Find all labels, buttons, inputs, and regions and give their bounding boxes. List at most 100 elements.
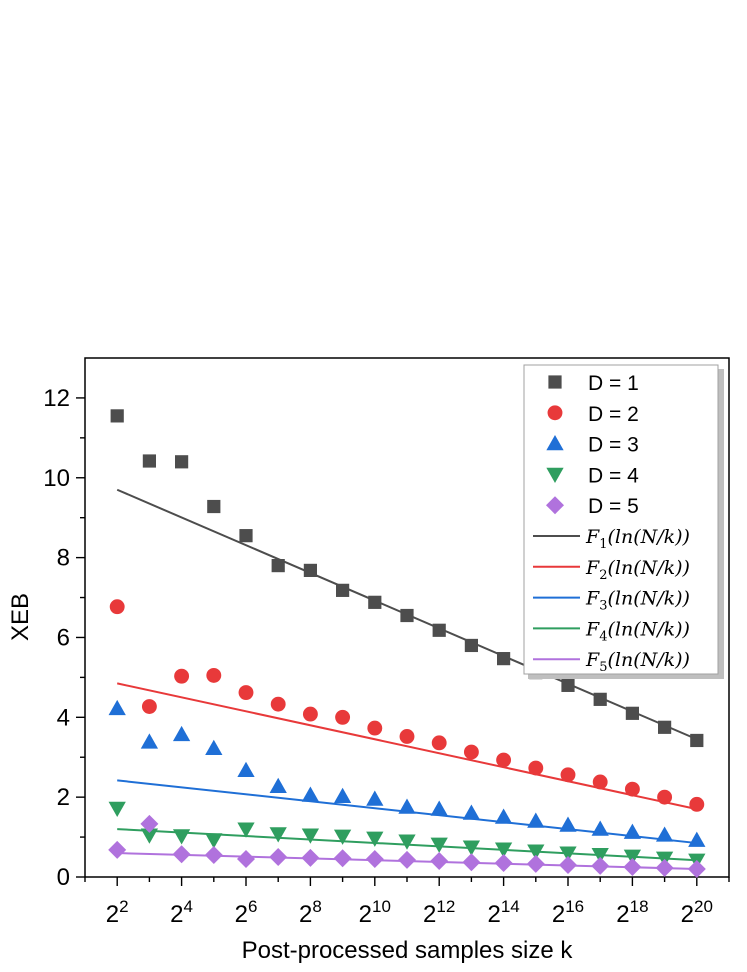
data-point-series-4 bbox=[333, 829, 352, 845]
x-tick-label: 218 bbox=[616, 897, 648, 928]
legend-fit-label-2: F2(ln(N/k)) bbox=[585, 557, 690, 583]
data-point-series-3 bbox=[494, 808, 513, 824]
data-point-series-1 bbox=[561, 678, 575, 692]
data-markers bbox=[108, 409, 706, 879]
data-point-series-3 bbox=[559, 816, 577, 832]
y-tick-label: 4 bbox=[57, 704, 70, 731]
data-point-series-2 bbox=[109, 599, 125, 615]
data-point-series-3 bbox=[269, 777, 287, 793]
y-axis-label: XEB bbox=[7, 593, 34, 641]
data-point-series-3 bbox=[140, 733, 159, 749]
legend-label-4: D = 4 bbox=[588, 464, 639, 487]
data-point-series-4 bbox=[623, 849, 642, 865]
data-point-series-2 bbox=[592, 774, 608, 790]
data-point-series-4 bbox=[172, 829, 191, 845]
data-point-series-4 bbox=[140, 828, 159, 844]
data-point-series-2 bbox=[399, 729, 415, 744]
data-point-series-3 bbox=[623, 823, 642, 839]
legend-marker-1 bbox=[548, 375, 562, 389]
x-tick-label: 24 bbox=[170, 897, 193, 928]
data-point-series-5 bbox=[591, 856, 610, 875]
data-point-series-1 bbox=[432, 623, 446, 637]
data-point-series-1 bbox=[110, 409, 124, 423]
data-point-series-2 bbox=[206, 667, 222, 683]
legend-marker-2 bbox=[547, 405, 563, 421]
legend-marker-5 bbox=[546, 496, 564, 515]
data-point-series-3 bbox=[527, 812, 545, 828]
data-point-series-3 bbox=[688, 831, 706, 847]
data-point-series-5 bbox=[237, 850, 255, 869]
data-point-series-2 bbox=[302, 706, 318, 722]
data-point-series-1 bbox=[368, 595, 382, 609]
data-point-series-3 bbox=[301, 786, 320, 802]
legend-label-5: D = 5 bbox=[588, 495, 639, 518]
data-point-series-2 bbox=[560, 767, 576, 783]
data-point-series-3 bbox=[366, 790, 384, 806]
data-point-series-3 bbox=[108, 699, 126, 716]
data-point-series-5 bbox=[687, 860, 706, 879]
legend-fit-label-1: F1(ln(N/k)) bbox=[585, 526, 690, 552]
data-point-series-4 bbox=[301, 828, 320, 844]
legend: D = 1 D = 2 D = 3 D = 4 D = 5 F1(ln(N/k)) F2(l… bbox=[523, 364, 724, 679]
data-point-series-1 bbox=[464, 638, 478, 653]
y-tick-label: 12 bbox=[43, 385, 70, 412]
data-point-series-1 bbox=[207, 499, 221, 514]
data-point-series-1 bbox=[497, 652, 511, 666]
x-axis-label: Post-processed samples size k bbox=[242, 937, 574, 964]
data-point-series-2 bbox=[431, 735, 447, 751]
x-tick-label: 210 bbox=[359, 897, 391, 928]
data-point-series-2 bbox=[367, 720, 383, 736]
legend-marker-3 bbox=[546, 434, 564, 451]
data-point-series-5 bbox=[398, 850, 416, 869]
data-point-series-1 bbox=[690, 733, 704, 748]
data-point-series-5 bbox=[623, 858, 642, 877]
legend-fit-label-5: F5(ln(N/k)) bbox=[585, 649, 690, 675]
data-point-series-2 bbox=[270, 696, 286, 712]
data-point-series-3 bbox=[462, 804, 481, 820]
data-point-series-1 bbox=[336, 583, 350, 597]
data-point-series-4 bbox=[237, 822, 255, 838]
data-point-series-5 bbox=[526, 854, 545, 873]
data-point-series-3 bbox=[237, 761, 255, 778]
data-point-series-2 bbox=[141, 699, 157, 714]
data-point-series-2 bbox=[174, 668, 190, 684]
data-point-series-5 bbox=[494, 854, 513, 873]
y-tick-label: 0 bbox=[57, 864, 70, 891]
legend-fit-label-4: F4(ln(N/k)) bbox=[585, 618, 690, 644]
data-point-series-5 bbox=[172, 845, 191, 864]
data-point-series-1 bbox=[593, 692, 607, 706]
data-point-series-4 bbox=[430, 837, 448, 853]
x-tick-label: 28 bbox=[299, 897, 322, 928]
data-point-series-4 bbox=[205, 833, 223, 849]
x-tick-label: 220 bbox=[681, 897, 713, 928]
data-point-series-4 bbox=[559, 846, 577, 862]
data-point-series-5 bbox=[462, 853, 481, 872]
data-point-series-1 bbox=[239, 529, 253, 543]
y-tick-label: 10 bbox=[43, 465, 70, 492]
data-point-series-3 bbox=[172, 725, 191, 742]
data-point-series-5 bbox=[301, 848, 320, 867]
data-point-series-1 bbox=[271, 559, 285, 573]
data-point-series-5 bbox=[204, 846, 223, 865]
data-point-series-2 bbox=[463, 744, 479, 760]
data-point-series-1 bbox=[658, 720, 672, 734]
data-point-series-2 bbox=[335, 709, 351, 725]
data-point-series-4 bbox=[366, 831, 384, 847]
data-point-series-3 bbox=[655, 826, 674, 842]
x-tick-label: 214 bbox=[487, 897, 519, 928]
data-point-series-5 bbox=[365, 850, 384, 869]
data-point-series-3 bbox=[430, 800, 448, 816]
x-tick-label: 216 bbox=[552, 897, 584, 928]
y-tick-label: 6 bbox=[57, 624, 70, 651]
data-point-series-3 bbox=[333, 787, 352, 803]
data-point-series-1 bbox=[142, 454, 156, 468]
data-point-series-2 bbox=[238, 685, 254, 700]
data-point-series-1 bbox=[625, 706, 639, 720]
data-point-series-4 bbox=[462, 840, 481, 856]
data-point-series-3 bbox=[205, 739, 223, 756]
data-point-series-4 bbox=[108, 801, 126, 817]
legend-fit-label-3: F3(ln(N/k)) bbox=[585, 588, 690, 614]
data-point-series-4 bbox=[269, 827, 287, 843]
x-tick-label: 26 bbox=[235, 897, 258, 928]
